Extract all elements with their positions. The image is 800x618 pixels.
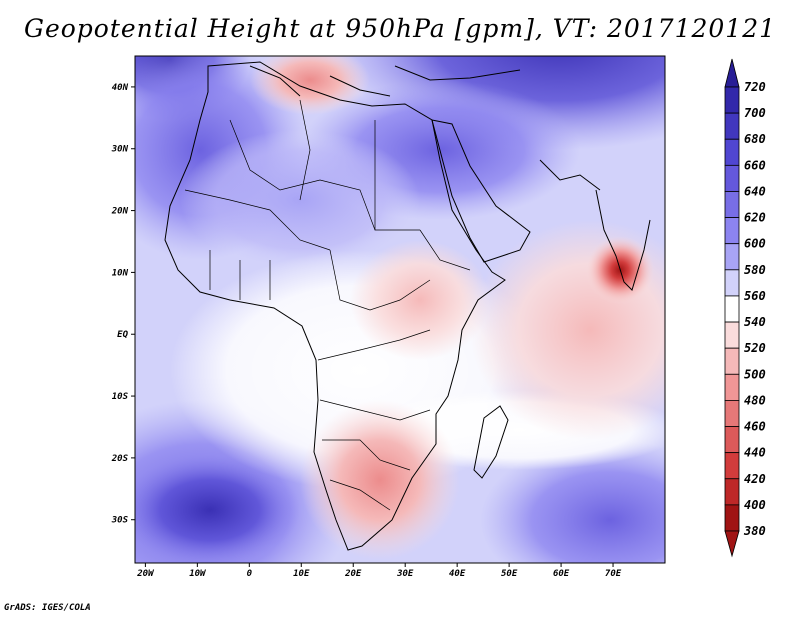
lat-tick-label: 40N [112,83,129,93]
colorbar-segment [724,164,740,192]
colorbar-label: 500 [744,367,766,381]
colorbar-label: 420 [744,472,766,486]
colorbar-segment [724,373,740,401]
lon-tick-label: 10W [189,569,207,579]
colorbar-segment [724,452,740,480]
colorbar-segment [724,426,740,454]
coastlines [164,61,651,551]
colorbar-label: 440 [744,446,766,460]
colorbar-segment [724,478,740,506]
colorbar-segment [724,191,740,218]
lon-tick-label: 50E [501,569,518,579]
lon-tick-label: 40E [449,569,466,579]
colorbar-segment [724,269,740,297]
height-field [135,56,665,563]
colorbar-segment [724,112,740,140]
lon-tick-label: 70E [605,569,622,579]
lat-tick-label: 20S [111,454,129,464]
colorbar-label: 520 [744,341,766,355]
map-frame [134,55,666,564]
lat-tick-label: 10S [112,392,129,402]
lon-tick-label: 60E [553,569,570,579]
lat-tick-label: EQ [117,330,128,340]
colorbar-label: 380 [743,524,766,538]
colorbar-top-arrow [724,58,740,88]
colorbar-segment [724,347,740,375]
colorbar-segment [724,138,740,166]
colorbar-label: 480 [744,393,766,407]
colorbar-label: 660 [744,158,766,172]
colorbar-label: 620 [744,211,766,225]
lon-axis: 20W 10W 0 10E 20E 30E 40E 50E 60E 70E [136,563,622,579]
colorbar-segment [724,217,740,245]
colorbar-label: 560 [744,289,766,303]
colorbar-segment [724,504,740,532]
colorbar-segment [724,400,740,427]
colorbar-label: 540 [744,315,766,329]
lon-tick-label: 20E [344,569,362,579]
plot-title: Geopotential Height at 950hPa [gpm], VT:… [23,14,777,43]
lat-tick-label: 20N [111,207,129,217]
lon-tick-label: 30E [396,569,414,579]
colorbar-label: 400 [744,498,766,512]
colorbar-label: 580 [744,263,766,277]
colorbar-label: 720 [744,80,766,94]
lon-tick-label: 0 [247,569,253,579]
colorbar-segment [724,243,740,271]
country-borders [184,99,471,511]
lat-tick-label: 30S [111,516,129,526]
colorbar-segment [724,295,740,323]
credit-text: GrADS: IGES/COLA [4,603,91,613]
colorbar-label: 600 [744,237,766,251]
lat-axis: 40N 30N 20N 10N EQ 10S 20S 30S [111,83,135,526]
colorbar: 720 700 680 660 640 620 600 580 560 540 520 500 480 4… [724,58,766,558]
colorbar-label: 460 [744,420,766,434]
colorbar-label: 700 [744,106,766,120]
lat-tick-label: 30N [111,145,129,155]
colorbar-segment [724,86,740,114]
colorbar-segment [724,321,740,349]
lon-tick-label: 10E [293,569,310,579]
lat-tick-label: 10N [112,268,129,278]
colorbar-bottom-arrow [724,530,740,558]
lon-tick-label: 20W [136,569,155,579]
colorbar-label: 680 [744,132,766,146]
colorbar-label: 640 [744,184,766,198]
